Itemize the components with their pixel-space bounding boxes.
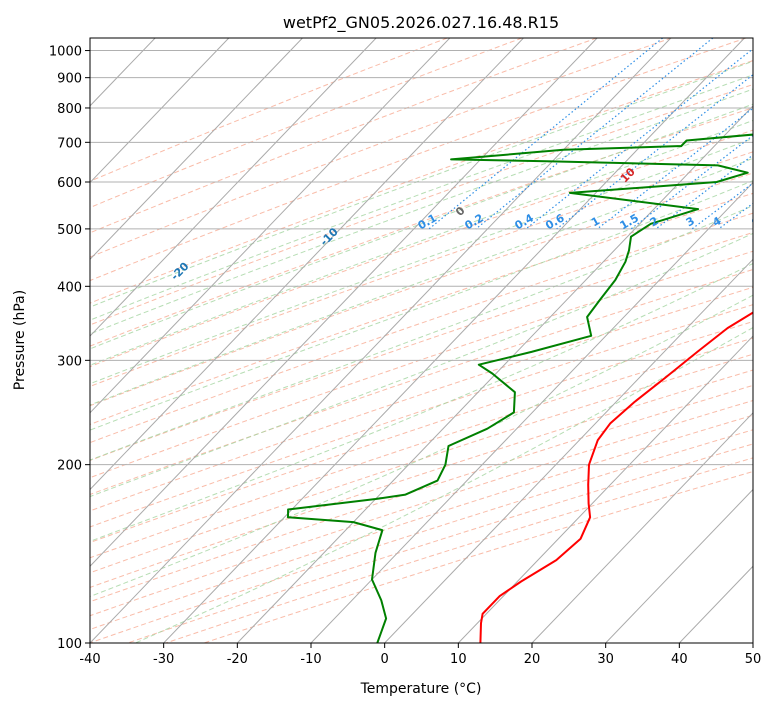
- y-tick-label: 1000: [49, 45, 82, 60]
- dry-adiabat-line: [0, 38, 775, 643]
- dry-adiabat-line: [0, 38, 775, 643]
- moist-adiabat-line: [0, 38, 775, 429]
- mixing-ratio-line: [476, 38, 713, 229]
- dry-adiabat-line: [0, 38, 775, 643]
- isotherm-line: [679, 38, 775, 643]
- dry-adiabat-line: [0, 38, 775, 643]
- isotherm-line: [753, 38, 775, 643]
- dry-adiabat-line: [0, 38, 775, 643]
- isotherm-line: [458, 38, 775, 643]
- x-tick-label: 40: [671, 652, 688, 667]
- moist-adiabat-line: [0, 38, 775, 576]
- isotherm-line: [0, 38, 302, 643]
- dry-adiabat-line: [0, 38, 775, 643]
- dry-adiabat-line: [0, 38, 746, 643]
- y-tick-label: 600: [57, 176, 82, 191]
- dry-adiabat-line: [0, 38, 775, 643]
- x-tick-label: 30: [597, 652, 614, 667]
- x-tick-label: 20: [524, 652, 541, 667]
- y-tick-label: 200: [57, 459, 82, 474]
- line-labels: 0.10.20.40.611.52346810131620253036-100-…: [0, 74, 775, 551]
- dry-adiabat-line: [0, 38, 775, 643]
- isotherm-line: [16, 38, 597, 643]
- dry-adiabat-line: [90, 38, 775, 643]
- isotherm-line: [164, 38, 745, 643]
- isotherm-line: [90, 38, 671, 643]
- isotherm-line: [0, 38, 8, 643]
- dry-adiabat-line: [0, 38, 775, 643]
- moist-adiabat-line: [0, 38, 775, 378]
- y-tick-label: 900: [57, 72, 82, 87]
- y-tick-label: 700: [57, 136, 82, 151]
- dry-adiabat-line: [0, 38, 775, 643]
- y-tick-label: 800: [57, 102, 82, 117]
- y-axis-label: Pressure (hPa): [12, 290, 28, 390]
- x-tick-label: 0: [381, 652, 389, 667]
- dry-adiabat-line: [0, 38, 775, 643]
- x-tick-label: -30: [153, 652, 174, 667]
- x-axis-label: Temperature (°C): [360, 681, 482, 697]
- isotherm-line: [385, 38, 775, 643]
- y-tick-label: 100: [57, 637, 82, 652]
- dry-adiabat-line: [0, 38, 775, 643]
- isotherm-line: [237, 38, 775, 643]
- chart-title: wetPf2_GN05.2026.027.16.48.R15: [283, 13, 559, 33]
- moist-adiabat-line: [0, 38, 775, 530]
- moist-adiabat-line: [0, 38, 775, 492]
- axes: -40 -30 -20 -10 0 10 20 30 40 50 100 200 300 400 500 60…: [49, 45, 761, 667]
- x-tick-label: 10: [450, 652, 467, 667]
- isotherm-line: [606, 38, 775, 643]
- y-tick-label: 500: [57, 223, 82, 238]
- x-tick-label: 50: [745, 652, 762, 667]
- background-lines: [0, 38, 775, 656]
- isotherm-line: [532, 38, 775, 643]
- mixing-ratio-line: [758, 38, 775, 229]
- y-tick-label: 400: [57, 280, 82, 295]
- x-tick-label: -40: [79, 652, 100, 667]
- dry-adiabat-line: [166, 38, 775, 643]
- dry-adiabat-line: [0, 38, 775, 643]
- moist-adiabat-line: [0, 38, 775, 458]
- x-tick-label: -10: [300, 652, 321, 667]
- dry-adiabat-line: [128, 38, 775, 643]
- dry-adiabat-line: [0, 38, 775, 643]
- dry-adiabat-label: -20: [168, 259, 191, 282]
- dry-adiabat-line: [13, 38, 775, 643]
- x-tick-label: -20: [227, 652, 248, 667]
- moist-adiabat-line: [105, 38, 775, 656]
- mixing-ratio-label: 6: [749, 214, 762, 229]
- y-tick-label: 300: [57, 354, 82, 369]
- mixing-ratio-line: [656, 38, 775, 229]
- isotherm-line: [0, 38, 229, 643]
- dry-adiabat-line: [0, 38, 775, 643]
- mixing-ratio-label: 3: [684, 214, 697, 229]
- dry-adiabat-line: [0, 38, 775, 643]
- isotherm-line: [0, 38, 376, 643]
- dry-adiabat-line: [0, 38, 775, 643]
- isotherm-line: [0, 38, 450, 643]
- dry-adiabat-line: [0, 38, 775, 643]
